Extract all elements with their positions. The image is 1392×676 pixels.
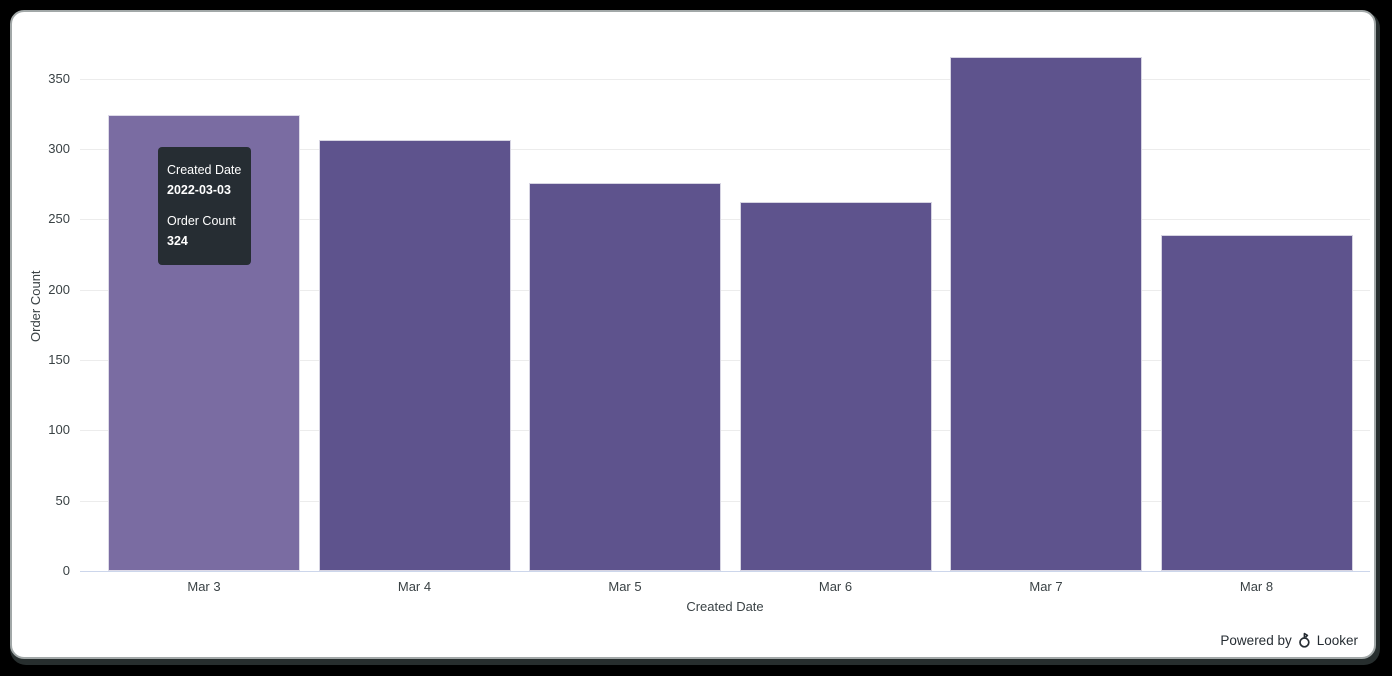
x-axis-label: Mar 8 <box>1239 579 1274 594</box>
y-axis-tick-label: 50 <box>55 492 70 508</box>
looker-logo-icon <box>1297 632 1312 649</box>
x-axis-label: Mar 3 <box>187 579 221 594</box>
tooltip-measure-group: Order Count 324 <box>167 211 243 251</box>
powered-by-label: Powered by <box>1220 633 1292 648</box>
x-axis-title: Created Date <box>686 599 764 614</box>
y-axis-tick-label: 300 <box>48 140 70 156</box>
y-axis-tick-label: 100 <box>48 422 70 438</box>
powered-by-looker-link[interactable]: Powered by Looker <box>1220 632 1358 649</box>
bar-mar-4[interactable] <box>318 140 511 571</box>
x-axis-line <box>80 571 1370 572</box>
y-axis-tick-label: 150 <box>48 351 70 367</box>
x-axis-label: Mar 6 <box>818 579 853 594</box>
bar-mar-8[interactable] <box>1160 234 1353 571</box>
y-axis-tick-label: 350 <box>48 70 70 86</box>
tooltip-dimension-label: Created Date <box>167 163 242 177</box>
bar-chart: 0 50 100 150 200 250 300 350 Mar 3 Mar 4 Mar 5 Mar … <box>12 12 1374 657</box>
x-axis-label: Mar 4 <box>397 579 432 594</box>
y-axis-tick-label: 200 <box>48 281 70 297</box>
tooltip-dimension-group: Created Date 2022-03-03 <box>167 160 243 200</box>
y-gridline <box>80 219 1370 221</box>
y-axis-title: Order Count <box>28 270 43 343</box>
x-axis-label: Mar 5 <box>608 579 642 594</box>
tooltip-measure-value: 324 <box>167 234 188 248</box>
bar-mar-5[interactable] <box>529 182 721 571</box>
chart-card: 0 50 100 150 200 250 300 350 Mar 3 Mar 4 Mar 5 Mar … <box>10 10 1376 659</box>
y-gridline <box>80 359 1370 361</box>
looker-brand-label: Looker <box>1316 633 1358 648</box>
x-axis-label: Mar 7 <box>1029 579 1063 594</box>
y-gridline <box>80 500 1370 502</box>
y-gridline <box>80 148 1370 150</box>
tooltip: Created Date 2022-03-03 Order Count 324 <box>158 147 251 265</box>
tooltip-measure-label: Order Count <box>167 214 236 228</box>
y-axis-tick-label: 250 <box>48 211 70 227</box>
y-axis-tick-label: 0 <box>62 563 70 578</box>
y-gridline <box>80 78 1370 80</box>
y-gridline <box>80 430 1370 432</box>
tooltip-dimension-value: 2022-03-03 <box>167 183 231 197</box>
y-gridline <box>80 289 1370 291</box>
bar-mar-7[interactable] <box>950 57 1142 571</box>
bar-mar-6[interactable] <box>739 202 932 571</box>
